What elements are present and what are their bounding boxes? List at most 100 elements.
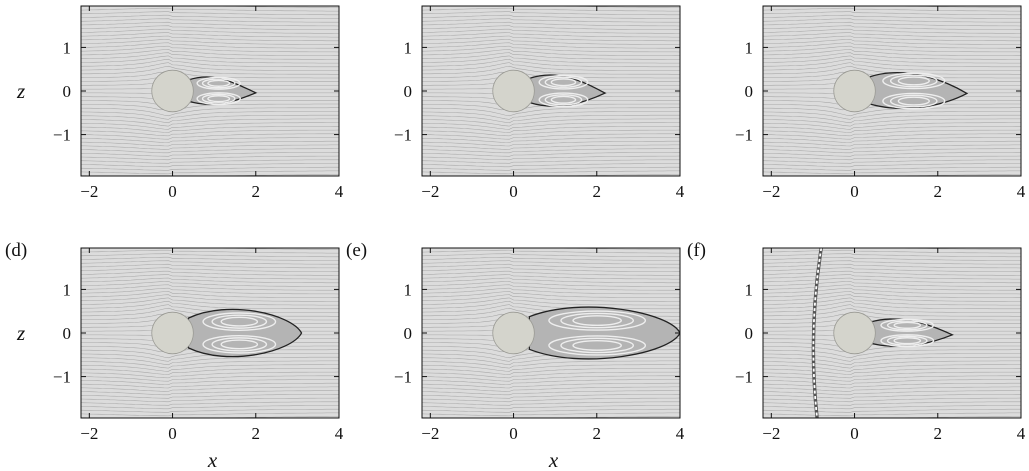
vortex-contours	[202, 312, 277, 354]
y-tick-label: −1	[53, 126, 71, 145]
streamline	[763, 304, 1021, 313]
vortex-contour	[560, 337, 635, 354]
vortex-contour	[897, 96, 930, 106]
streamline	[763, 294, 1021, 302]
streamline	[422, 32, 680, 38]
streamline	[763, 58, 1021, 68]
streamline	[422, 122, 680, 130]
streamline	[81, 401, 339, 406]
streamline	[422, 401, 680, 406]
streamline	[81, 155, 339, 161]
streamline	[422, 371, 680, 379]
streamline	[81, 300, 339, 310]
vortex-contours	[196, 76, 241, 106]
streamline	[763, 371, 1021, 379]
vortex-contours	[538, 74, 589, 108]
panel-d: (d) −2 0 2 4 1 0 −1 z x	[5, 240, 344, 471]
vortex-contour	[880, 318, 935, 332]
x-tick-label: 2	[252, 424, 261, 443]
streamline	[81, 267, 339, 272]
plot-area-c	[763, 6, 1021, 176]
streamline	[81, 249, 339, 254]
streamline	[422, 111, 680, 120]
streamline	[81, 270, 339, 276]
streamline	[81, 291, 339, 298]
streamline	[422, 52, 680, 60]
streamline	[422, 284, 680, 291]
streamline	[81, 21, 339, 27]
streamline	[81, 114, 339, 124]
vortex-contour	[560, 312, 635, 329]
streamline	[763, 267, 1021, 272]
streamline	[81, 45, 339, 53]
streamline	[763, 364, 1021, 372]
streamline	[81, 65, 339, 75]
x-tick-label: −2	[421, 182, 439, 201]
streamline	[422, 263, 680, 269]
streamline	[763, 35, 1021, 42]
streamline	[422, 170, 680, 175]
streamline	[763, 6, 1021, 8]
streamline	[422, 126, 680, 133]
streamline	[422, 287, 680, 295]
streamline	[763, 408, 1021, 413]
streamline	[422, 249, 680, 254]
streamline	[763, 270, 1021, 276]
streamline	[763, 253, 1021, 258]
x-tick-label: 4	[335, 424, 344, 443]
vortex-contours	[880, 318, 935, 348]
y-tick-label: 1	[745, 38, 754, 57]
streamline	[422, 166, 680, 171]
vortex-contour	[550, 78, 577, 87]
streamline	[763, 155, 1021, 161]
vortex-contour	[201, 93, 236, 104]
vortex-contour	[897, 76, 930, 86]
vortex-contour	[211, 314, 268, 329]
y-tick-label: 0	[745, 82, 754, 101]
streamline	[763, 148, 1021, 154]
vortex-contour	[201, 78, 236, 89]
y-axis-label: z	[16, 321, 25, 345]
streamline	[763, 174, 1021, 176]
streamline	[422, 277, 680, 284]
x-tick-label: 0	[850, 424, 859, 443]
streamline	[422, 368, 680, 375]
streamline	[81, 6, 339, 8]
streamline	[763, 360, 1021, 369]
streamline	[81, 122, 339, 130]
streamline	[763, 249, 1021, 254]
streamline	[422, 62, 680, 71]
x-axis-label: x	[207, 448, 218, 471]
streamline	[81, 371, 339, 379]
streamline	[422, 18, 680, 23]
streamline	[422, 253, 680, 258]
vortex-contour	[202, 312, 277, 331]
streamline	[81, 148, 339, 154]
x-tick-label: −2	[80, 424, 98, 443]
streamline	[81, 49, 339, 56]
streamline	[81, 390, 339, 396]
streamline	[422, 291, 680, 298]
streamline	[81, 58, 339, 68]
streamline	[763, 368, 1021, 375]
streamline	[81, 42, 339, 49]
cylinder	[833, 69, 876, 113]
streamline	[763, 52, 1021, 60]
x-tick-label: −2	[421, 424, 439, 443]
streamline	[422, 375, 680, 382]
streamline	[763, 416, 1021, 418]
streamline	[422, 267, 680, 272]
recirculation-bubble	[187, 308, 303, 358]
streamline	[422, 133, 680, 140]
x-tick-label: 0	[509, 182, 518, 201]
streamline	[422, 356, 680, 366]
vortex-contour	[572, 340, 622, 351]
streamline	[422, 294, 680, 302]
y-tick-label: −1	[735, 126, 753, 145]
streamline	[763, 274, 1021, 280]
streamline	[422, 412, 680, 417]
streamline	[81, 256, 339, 261]
streamline	[763, 62, 1021, 71]
streamline	[422, 416, 680, 418]
